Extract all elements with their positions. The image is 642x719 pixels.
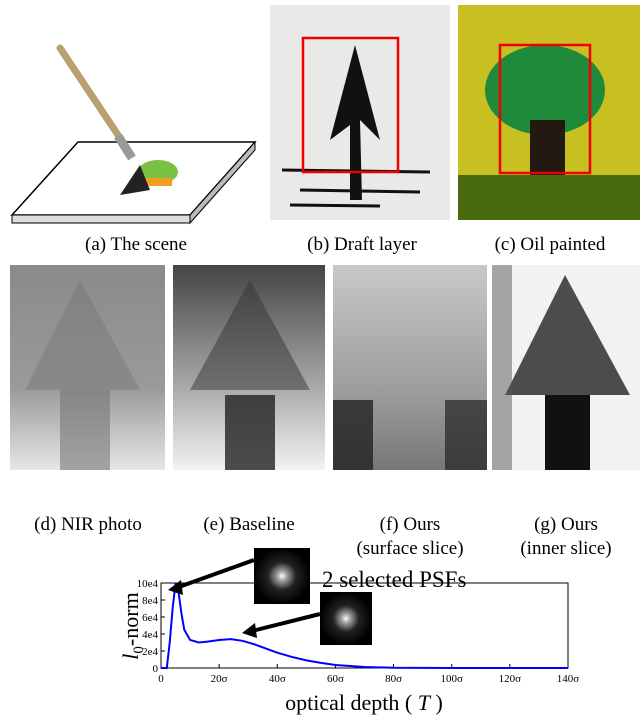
- x-tick-label: 40σ: [269, 673, 286, 685]
- x-tick-label: 100σ: [440, 673, 463, 685]
- x-tick-label: 20σ: [211, 673, 228, 685]
- arrow-head: [168, 580, 183, 595]
- psf-inset: [320, 592, 372, 645]
- annotation: 2 selected PSFs: [322, 567, 466, 592]
- oil-photo: [458, 5, 640, 220]
- caption: (d) NIR photo: [34, 514, 142, 535]
- surface-slice: [333, 265, 487, 470]
- y-tick-label: 2e4: [142, 646, 158, 658]
- caption: (b) Draft layer: [307, 234, 417, 255]
- y-axis-label: l0-norm: [118, 592, 147, 659]
- x-tick-label: 0: [158, 673, 164, 685]
- arrow-head: [242, 623, 257, 638]
- caption: (a) The scene: [85, 234, 187, 255]
- y-tick-label: 0: [153, 663, 159, 675]
- arrow: [175, 558, 255, 590]
- inner-slice: [492, 265, 640, 470]
- psf-inset: [254, 548, 310, 604]
- x-tick-label: 60σ: [327, 673, 344, 685]
- x-tick-label: 80σ: [385, 673, 402, 685]
- y-tick-label: 10e4: [137, 578, 159, 590]
- y-tick-label: 4e4: [142, 629, 158, 641]
- x-tick-label: 140σ: [557, 673, 580, 685]
- caption: (f) Ours (surface slice): [356, 514, 463, 559]
- draft-photo: [270, 5, 450, 220]
- caption: (c) Oil painted: [495, 234, 606, 255]
- scene-illustration: [10, 44, 257, 225]
- plot-frame: [160, 582, 569, 669]
- arrow: [251, 612, 321, 633]
- x-tick-label: 120σ: [499, 673, 522, 685]
- y-tick-label: 6e4: [142, 612, 158, 624]
- baseline-result: [173, 265, 325, 470]
- nir-photo: [10, 265, 165, 470]
- caption: (e) Baseline: [203, 514, 294, 535]
- x-axis-label: optical depth ( T ): [285, 690, 443, 715]
- caption: (g) Ours (inner slice): [520, 514, 611, 559]
- y-tick-label: 8e4: [142, 595, 158, 607]
